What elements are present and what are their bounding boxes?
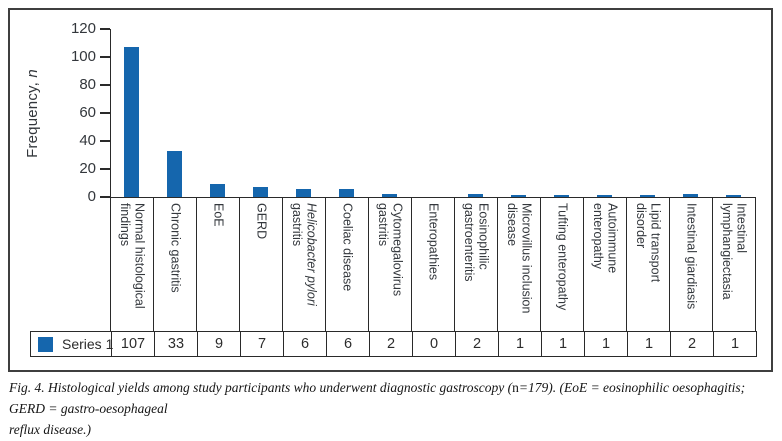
category-label: Coeliac disease [340,203,355,292]
category-label: Normal histological findings [118,203,147,309]
value-cell: 33 [154,332,197,356]
bar [554,195,569,197]
y-tick-label: 40 [79,132,96,149]
bar [210,184,225,197]
y-tick-label: 60 [79,104,96,121]
bar [726,195,741,197]
category-label-cell: GERD [239,198,282,331]
value-cell: 1 [498,332,541,356]
legend-swatch [38,336,53,352]
bar [640,195,655,197]
category-label-cell: Coeliac disease [325,198,368,331]
category-label: EoE [211,203,226,227]
legend-series-label: Series 1 [62,336,114,352]
bar [253,187,268,197]
category-label: Microvillus inclusion disease [505,203,534,314]
category-label-cell: Lipid transport disorder [626,198,669,331]
category-label-cell: Helicobacter pylori gastritis [282,198,325,331]
category-label-cell: EoE [196,198,239,331]
category-label: GERD [254,203,269,240]
category-label-cell: Intestinal lymphangiectasia [712,198,755,331]
y-tick-label: 0 [87,188,96,205]
value-cell: 1 [584,332,627,356]
figure-caption-line2: reflux disease.) [9,421,91,437]
y-axis-title: Frequency, n [14,29,50,197]
category-label: Helicobacter pylori gastritis [290,203,319,306]
y-tick-mark [100,196,110,198]
plot-area [110,29,755,197]
y-axis-title-text: Frequency, n [23,68,41,158]
category-label: Tufting enteropathy [555,203,570,311]
y-tick-label: 120 [70,20,96,37]
category-label-cell: Chronic gastritis [153,198,196,331]
y-tick-label: 20 [79,160,96,177]
value-cell: 1 [627,332,670,356]
bar [296,189,311,197]
chart-frame: Frequency, n 0 20 40 60 80 100 120 Normal hist… [8,8,773,372]
legend-cell: Series 1 [31,332,114,356]
y-tick-mark [100,56,110,58]
value-cell: 2 [369,332,412,356]
bar [167,151,182,197]
y-tick-mark [100,84,110,86]
category-label-row: Normal histological findings Chronic gast… [110,197,756,331]
y-tick-mark [100,140,110,142]
bar [382,194,397,197]
category-label: Intestinal giardiasis [684,203,699,310]
y-tick-mark [100,112,110,114]
category-label: Enteropathies [426,203,441,281]
category-label-cell: Intestinal giardiasis [669,198,712,331]
value-cell: 0 [412,332,455,356]
y-tick-label: 80 [79,76,96,93]
y-axis-line [110,29,111,197]
category-label: Autoimmune enteropathy [591,203,620,274]
category-label-cell: Enteropathies [411,198,454,331]
bar [683,194,698,197]
category-label-cell: Microvillus inclusion disease [497,198,540,331]
y-tick-mark [100,28,110,30]
y-tick-label: 100 [70,48,96,65]
value-cell: 1 [713,332,756,356]
category-label-cell: Cytomegalovirus gastritis [368,198,411,331]
value-cell: 7 [240,332,283,356]
data-table-row: Series 1 107 33 9 7 6 6 2 0 2 1 1 1 1 2 1 [30,331,757,357]
value-cell: 9 [197,332,240,356]
bar [597,195,612,197]
value-cell: 107 [111,332,154,356]
figure-caption-line1: Fig. 4. Histological yields among study … [9,380,746,416]
value-cell: 6 [283,332,326,356]
bar [511,195,526,197]
figure-caption: Fig. 4. Histological yields among study … [9,378,775,441]
value-cell: 1 [541,332,584,356]
category-label-cell: Normal histological findings [110,198,153,331]
category-label: Eosinophilic gastroenteritis [462,203,491,282]
category-label: Intestinal lymphangiectasia [720,203,749,300]
category-label-cell: Autoimmune enteropathy [583,198,626,331]
category-label-cell: Tufting enteropathy [540,198,583,331]
bar [124,47,139,197]
bar [339,189,354,197]
value-cell: 6 [326,332,369,356]
category-label-cell: Eosinophilic gastroenteritis [454,198,497,331]
bar [468,194,483,197]
category-label: Chronic gastritis [168,203,183,293]
value-cell: 2 [670,332,713,356]
category-label: Cytomegalovirus gastritis [376,203,405,297]
y-tick-mark [100,168,110,170]
value-cell: 2 [455,332,498,356]
category-label: Lipid transport disorder [634,203,663,283]
